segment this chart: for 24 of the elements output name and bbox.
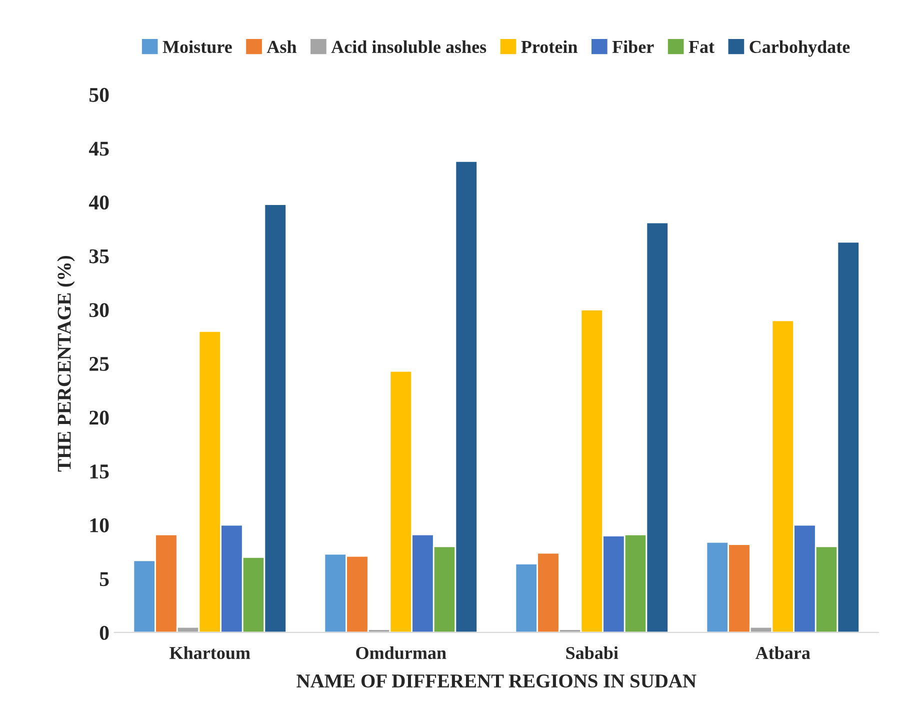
x-tick-label: Sababi [566,646,618,660]
legend-label: Acid insoluble ashes [331,40,486,54]
legend-label: Moisture [162,40,232,54]
legend-label: Ash [266,40,297,54]
y-tick-label: 35 [89,249,109,264]
y-tick-label: 10 [90,518,109,532]
x-tick-label: Khartoum [170,646,250,660]
y-tick-label: 0 [100,626,109,640]
y-tick-label: 25 [90,356,109,371]
legend-label: Carbohydate [750,40,850,57]
y-tick-label: 5 [100,572,109,586]
y-tick-label: 45 [88,142,109,156]
x-tick-label: Omdurman [356,646,446,660]
y-tick-label: 15 [90,464,109,479]
legend-label: Fiber [612,40,654,54]
x-axis-title: NAME OF DIFFERENT REGIONS IN SUDAN [296,674,696,688]
legend-label: Fat [688,41,714,54]
y-tick-label: 30 [89,303,109,318]
y-tick-label: 40 [88,195,109,210]
legend-label: Protein [521,40,578,54]
y-tick-label: 20 [90,410,109,425]
y-axis-title: THE PERCENTAGE (%) [57,256,75,472]
x-tick-label: Atbara [755,646,810,660]
y-tick-label: 50 [90,88,109,102]
